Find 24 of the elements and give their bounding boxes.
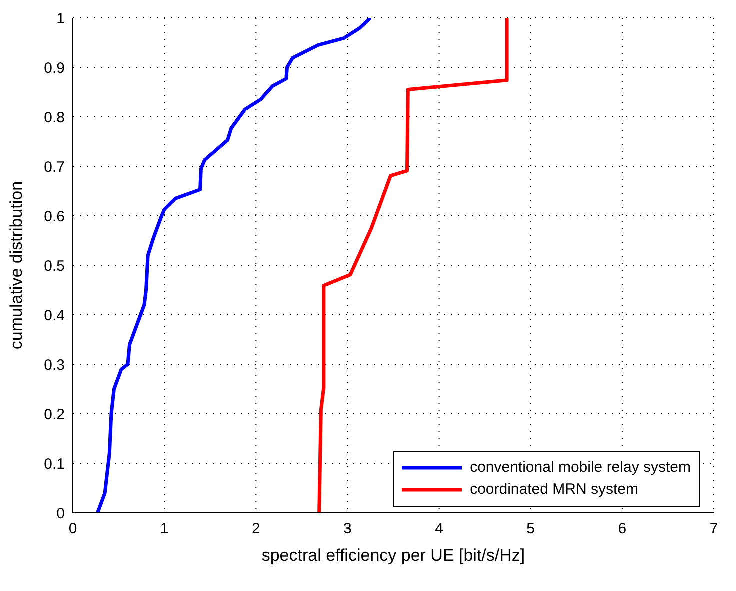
y-tick-label: 1 <box>56 10 65 28</box>
line-series <box>96 18 372 513</box>
y-tick-label: 0 <box>56 505 65 522</box>
y-tick-label: 0.6 <box>44 208 65 226</box>
x-axis-title: spectral efficiency per UE [bit/s/Hz] <box>262 546 526 565</box>
y-tick-label: 0.5 <box>44 258 65 275</box>
legend-label: conventional mobile relay system <box>470 458 691 478</box>
y-tick-label: 0.9 <box>44 60 65 77</box>
x-tick-label: 6 <box>618 520 627 538</box>
y-tick-label: 0.7 <box>44 158 65 176</box>
x-tick-label: 2 <box>252 520 260 538</box>
y-axis-title: cumulative distribution <box>7 181 26 350</box>
y-tick-label: 0.1 <box>44 456 65 473</box>
y-tick-label: 0.8 <box>44 109 65 126</box>
x-tick-label: 3 <box>344 520 352 538</box>
x-tick-label: 0 <box>68 520 78 538</box>
x-tick-label: 7 <box>710 520 718 538</box>
y-tick-label: 0.4 <box>44 307 65 324</box>
x-tick-label: 1 <box>160 520 169 538</box>
y-tick-label: 0.3 <box>44 356 65 374</box>
x-tick-label: 4 <box>435 520 444 538</box>
legend-label: coordinated MRN system <box>470 480 638 500</box>
y-tick-label: 0.2 <box>44 406 65 424</box>
x-tick-label: 5 <box>526 520 536 538</box>
